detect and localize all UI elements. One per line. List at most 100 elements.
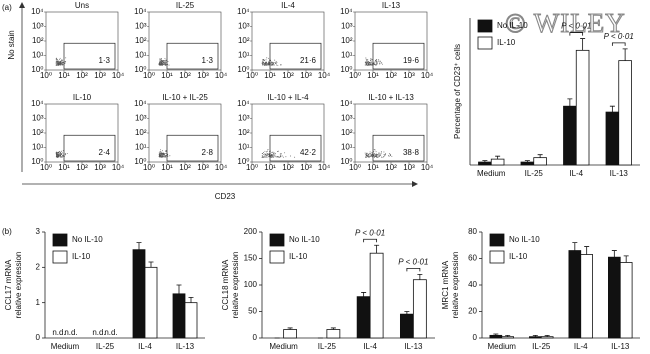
gate-value: 1·3: [98, 56, 110, 65]
error-bar: [188, 296, 194, 303]
event-dot: [381, 62, 383, 64]
y-tick-label: 10⁰: [134, 65, 146, 74]
plot-title: Uns: [75, 1, 89, 10]
x-tick-label: 10⁰: [40, 71, 52, 80]
error-bar: [482, 160, 488, 163]
annotation: P < 0·01: [398, 258, 428, 267]
x-tick-label: Medium: [269, 342, 298, 351]
bar: [326, 329, 341, 339]
x-tick-label: IL-4: [138, 342, 152, 351]
y-tick-label: 10²: [135, 36, 147, 45]
event-dot: [366, 155, 368, 157]
event-dot: [65, 61, 67, 63]
event-dot: [274, 155, 276, 157]
x-tick-label: Medium: [477, 169, 506, 178]
gate: [269, 134, 322, 162]
event-dot: [380, 155, 382, 156]
legend-label: IL-10: [289, 252, 308, 261]
event-dot: [57, 64, 59, 66]
event-dot: [364, 64, 366, 66]
y-tick-label: 10¹: [238, 51, 250, 60]
event-dot: [374, 154, 376, 156]
event-dot: [267, 64, 269, 66]
event-dot: [280, 156, 282, 158]
y-tick-label: 10³: [32, 114, 44, 123]
event-dot: [272, 62, 274, 63]
event-dot: [159, 60, 161, 62]
y-axis-label: CCL18 mRNA: [221, 259, 230, 310]
event-dot: [169, 155, 171, 157]
plot-title: IL-10 + IL-4: [267, 93, 309, 102]
event-dot: [57, 151, 59, 153]
event-dot: [163, 60, 165, 62]
bar: [580, 254, 594, 339]
event-dot: [385, 154, 386, 156]
event-dot: [159, 58, 161, 60]
bar: [608, 256, 621, 339]
event-dot: [60, 153, 62, 155]
event-dot: [373, 62, 375, 64]
event-dot: [160, 155, 162, 157]
error-bar: [136, 242, 142, 250]
error-bar: [495, 155, 501, 160]
y-tick-label: 0: [36, 333, 41, 342]
y-tick-label: 10³: [135, 114, 147, 123]
event-dot: [264, 59, 266, 61]
event-dot: [281, 155, 283, 157]
event-dot: [58, 154, 59, 156]
event-dot: [366, 64, 368, 66]
y-tick-label: 40: [468, 280, 477, 289]
x-tick-label: 10¹: [367, 163, 379, 172]
event-dot: [56, 61, 58, 63]
event-dot: [376, 156, 377, 158]
legend-label: No IL-10: [497, 21, 528, 30]
x-tick-label: IL-25: [532, 342, 551, 351]
error-bar: [417, 274, 423, 280]
event-dot: [58, 63, 60, 65]
event-dot: [163, 156, 165, 158]
event-dot: [160, 154, 162, 156]
event-dot: [277, 151, 279, 152]
event-dot: [375, 60, 377, 62]
event-dot: [267, 61, 269, 63]
event-dot: [282, 156, 284, 158]
event-dot: [161, 150, 163, 152]
bar: [489, 334, 503, 339]
x-tick-label: 10³: [94, 163, 106, 172]
error-bar: [505, 334, 511, 337]
gate-value: 19·6: [403, 56, 420, 65]
event-dot: [272, 154, 274, 156]
event-dot: [367, 154, 369, 155]
x-axis-label: CD23: [215, 192, 236, 201]
event-dot: [366, 60, 367, 62]
x-tick-label: 10³: [197, 71, 209, 80]
x-tick-label: 10²: [76, 71, 88, 80]
event-dot: [271, 156, 273, 158]
event-dot: [167, 64, 169, 66]
event-dot: [383, 151, 385, 153]
event-dot: [164, 62, 166, 64]
x-tick-label: 10⁰: [143, 71, 155, 80]
event-dot: [376, 153, 377, 155]
legend-swatch: [489, 233, 505, 247]
event-dot: [262, 63, 264, 65]
event-dot: [160, 149, 162, 151]
event-dot: [380, 153, 382, 155]
x-tick-label: 10²: [385, 71, 397, 80]
bar: [520, 161, 535, 166]
error-bar: [567, 98, 573, 107]
event-dot: [378, 152, 380, 154]
gate-value: 21·6: [300, 56, 317, 65]
event-dot: [380, 152, 382, 154]
gate: [372, 42, 425, 70]
arrow-head: [19, 2, 25, 8]
event-dot: [62, 60, 64, 62]
event-dot: [55, 60, 57, 62]
event-dot: [160, 64, 162, 66]
event-dot: [365, 153, 367, 155]
event-dot: [270, 61, 272, 63]
event-dot: [160, 61, 162, 63]
event-dot: [64, 63, 66, 65]
y-axis-label: relative expression: [231, 252, 240, 319]
event-dot: [379, 62, 381, 64]
